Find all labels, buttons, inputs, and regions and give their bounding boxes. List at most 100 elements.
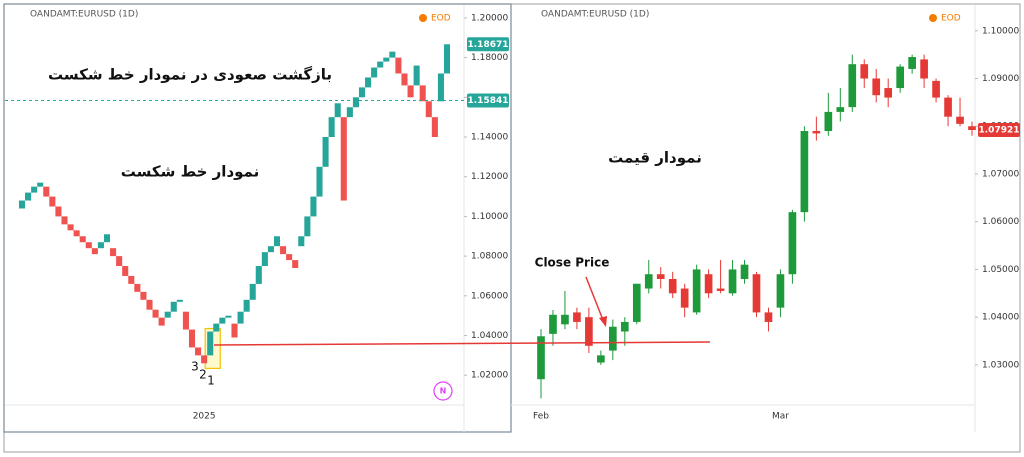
y-tick-label: 1.08000 <box>471 252 508 262</box>
brick <box>225 315 232 318</box>
candle-body <box>836 107 845 112</box>
y-tick-label: 1.02000 <box>471 371 508 381</box>
brick <box>43 186 50 197</box>
y-tick-label: 1.04000 <box>471 331 508 341</box>
y-tick-label: 1.10000 <box>982 26 1019 36</box>
brick <box>237 311 244 324</box>
brick <box>128 275 135 284</box>
brick <box>255 266 262 284</box>
last-price-box <box>467 37 509 52</box>
candle-body <box>573 312 581 322</box>
candle-body <box>932 80 940 98</box>
brick <box>170 301 177 312</box>
price-label: 1.15841 <box>468 96 509 106</box>
brick <box>140 291 147 300</box>
brick <box>419 85 426 102</box>
candle-body <box>680 288 689 308</box>
brick <box>322 137 329 167</box>
brick <box>25 192 32 201</box>
symbol: OANDAMT:EURUSD (1D) <box>541 10 649 20</box>
brick <box>352 97 359 108</box>
y-tick-label: 1.05000 <box>982 265 1019 275</box>
brick <box>219 317 226 324</box>
candle-body <box>752 274 761 313</box>
annotation: Close Price <box>535 256 610 270</box>
brick <box>67 224 74 231</box>
brick <box>195 347 202 356</box>
brick <box>377 61 384 68</box>
candle-body <box>609 326 617 351</box>
candle-body <box>585 317 593 346</box>
annotation: نمودار قیمت <box>608 149 702 167</box>
last-price-label: 1.07921 <box>979 126 1020 136</box>
brick <box>18 200 26 209</box>
y-tick-label: 1.06000 <box>982 217 1019 227</box>
brick <box>231 323 238 338</box>
brick <box>407 85 414 98</box>
candle-body <box>716 288 725 291</box>
eod-dot <box>929 14 937 22</box>
brick <box>176 299 183 302</box>
candle-body <box>848 64 857 108</box>
arrow <box>585 276 604 321</box>
annotation: نمودار خط شکست <box>121 163 260 181</box>
candle-body <box>872 78 881 96</box>
brick <box>55 206 62 217</box>
candle-body <box>597 355 605 363</box>
y-tick-label: 1.06000 <box>471 291 508 301</box>
brick <box>37 182 44 187</box>
brick <box>286 254 293 261</box>
y-tick-label: 1.10000 <box>471 212 508 222</box>
brick <box>267 246 274 253</box>
brick <box>116 256 123 267</box>
eod-dot <box>419 14 427 22</box>
brick <box>79 236 86 243</box>
last-price-box <box>978 123 1020 138</box>
annotation: 2 <box>199 368 207 382</box>
last-price-label: 1.18671 <box>468 40 509 50</box>
y-tick-label: 1.20000 <box>471 13 508 23</box>
x-tick-label: Mar <box>772 412 789 422</box>
brick <box>292 260 299 269</box>
brick <box>164 311 171 318</box>
brick <box>146 299 153 310</box>
brick <box>91 248 98 255</box>
candle-body <box>644 274 653 289</box>
brick <box>158 317 165 326</box>
candle-body <box>728 269 737 294</box>
candle-body <box>620 321 629 332</box>
annotation: 1 <box>207 374 215 388</box>
brick <box>122 266 129 276</box>
brick <box>73 230 80 237</box>
brick <box>249 283 256 300</box>
brick <box>110 248 117 257</box>
y-tick-label: 1.07000 <box>982 169 1019 179</box>
brick <box>431 117 438 138</box>
candle-body <box>920 59 928 79</box>
candle-body <box>704 274 713 294</box>
y-tick-label: 1.09000 <box>982 74 1019 84</box>
brick <box>383 57 390 62</box>
badge: EOD <box>941 14 961 24</box>
brick <box>443 44 451 74</box>
x-tick-label: Feb <box>533 412 549 422</box>
candle-body <box>764 312 773 322</box>
candle-body <box>537 336 545 380</box>
symbol: OANDAMT:EURUSD (1D) <box>30 10 138 20</box>
candle-body <box>896 66 904 89</box>
brick <box>49 196 56 207</box>
brick <box>340 117 347 201</box>
candle-body <box>788 212 797 275</box>
candle-body <box>656 274 665 279</box>
y-tick-label: 1.14000 <box>471 133 508 143</box>
brick <box>188 329 196 348</box>
brick <box>61 216 68 225</box>
brick <box>395 57 402 74</box>
logo-circle <box>433 381 453 401</box>
brick <box>182 311 189 330</box>
brick <box>371 67 378 78</box>
brick <box>425 101 432 118</box>
brick <box>316 166 323 197</box>
brick <box>261 252 268 267</box>
level-line <box>213 341 711 346</box>
